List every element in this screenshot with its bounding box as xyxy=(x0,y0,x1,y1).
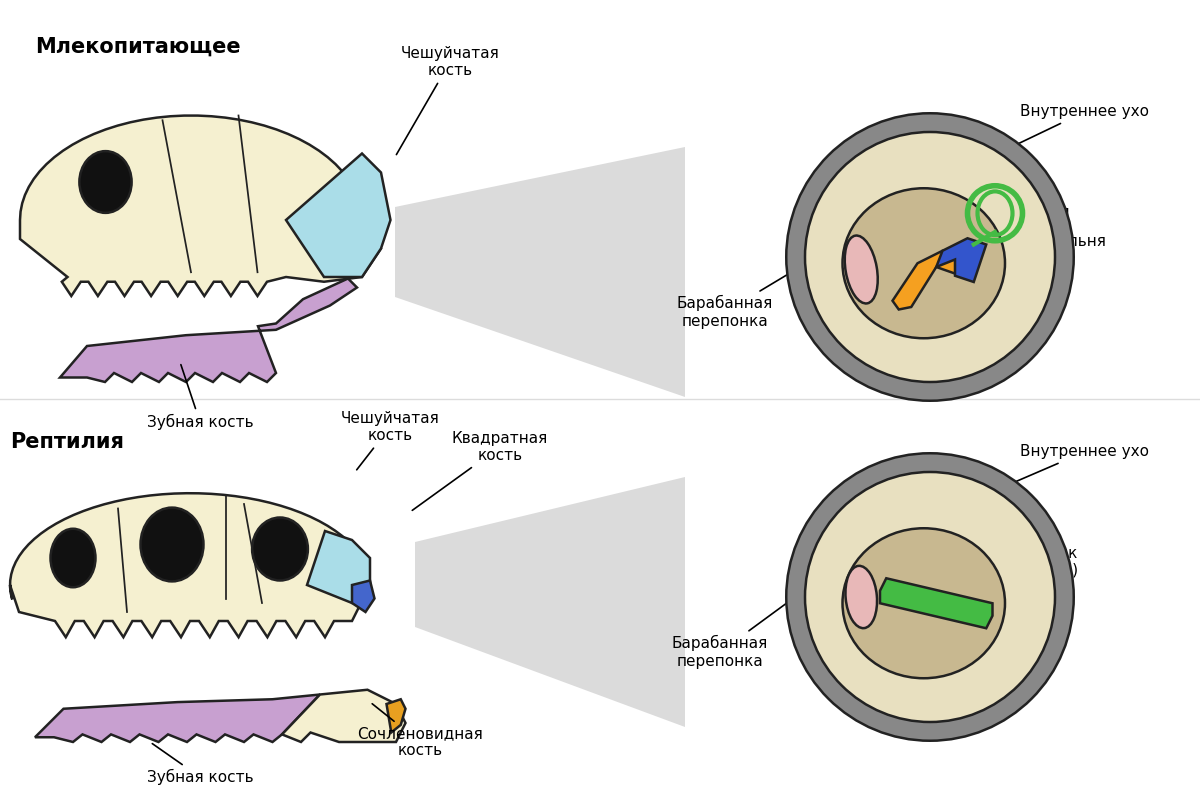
Ellipse shape xyxy=(252,517,308,580)
Polygon shape xyxy=(880,579,992,628)
Circle shape xyxy=(786,113,1074,401)
Text: Стлобик
(стремя): Стлобик (стремя) xyxy=(1010,546,1079,578)
Polygon shape xyxy=(282,689,406,742)
Ellipse shape xyxy=(899,157,1037,357)
Ellipse shape xyxy=(79,151,132,213)
Text: Барабанная
перепонка: Барабанная перепонка xyxy=(672,599,793,669)
Ellipse shape xyxy=(140,508,204,581)
Text: Внутреннее ухо: Внутреннее ухо xyxy=(983,104,1150,161)
Polygon shape xyxy=(286,154,390,277)
Polygon shape xyxy=(352,580,374,612)
Text: Квадратная
кость: Квадратная кость xyxy=(413,431,548,510)
Polygon shape xyxy=(20,116,382,296)
Ellipse shape xyxy=(846,566,877,628)
Polygon shape xyxy=(35,694,320,742)
Text: Внутреннее ухо: Внутреннее ухо xyxy=(983,445,1150,496)
Text: Сочленовидная
кость: Сочленовидная кость xyxy=(358,704,482,758)
Ellipse shape xyxy=(50,528,96,587)
Ellipse shape xyxy=(899,497,1037,697)
Ellipse shape xyxy=(842,528,1006,678)
Polygon shape xyxy=(893,251,967,309)
Text: Чешуйчатая
кость: Чешуйчатая кость xyxy=(396,45,499,155)
Text: Молоточек: Молоточек xyxy=(890,304,979,350)
Circle shape xyxy=(805,472,1055,722)
Text: Зубная кость: Зубная кость xyxy=(146,744,253,785)
Text: Рептилия: Рептилия xyxy=(10,432,124,452)
Circle shape xyxy=(805,132,1055,382)
Polygon shape xyxy=(60,278,358,382)
Ellipse shape xyxy=(845,236,877,304)
Polygon shape xyxy=(386,699,406,732)
Ellipse shape xyxy=(842,188,1006,338)
Text: Барабанная
перепонка: Барабанная перепонка xyxy=(677,269,798,329)
Text: Наковальня: Наковальня xyxy=(1010,234,1106,249)
Text: Зубная кость: Зубная кость xyxy=(146,365,253,430)
Polygon shape xyxy=(395,147,685,397)
Polygon shape xyxy=(307,531,370,603)
Polygon shape xyxy=(936,238,986,282)
Text: Чешуйчатая
кость: Чешуйчатая кость xyxy=(341,410,439,469)
Polygon shape xyxy=(415,477,685,727)
Circle shape xyxy=(786,453,1074,740)
Text: Стремя: Стремя xyxy=(1010,205,1069,219)
Polygon shape xyxy=(10,493,370,637)
Text: Млекопитающее: Млекопитающее xyxy=(35,37,241,57)
